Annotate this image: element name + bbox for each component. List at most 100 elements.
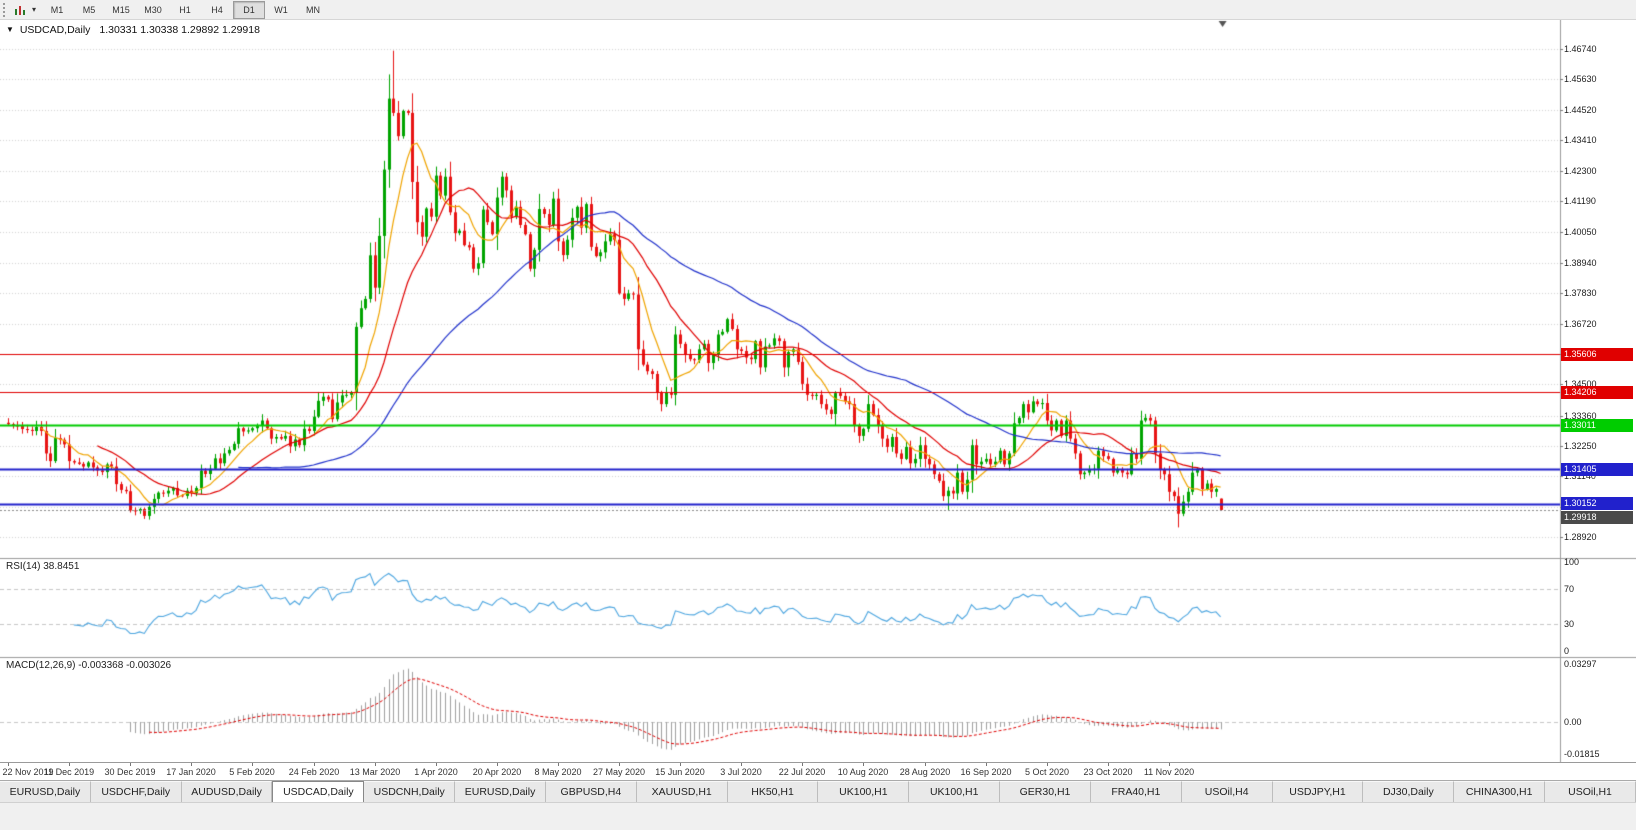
chart-tab-usdcnh-daily[interactable]: USDCNH,Daily <box>364 781 456 802</box>
price-axis-label: 1.31140 <box>1564 471 1596 482</box>
price-axis-label: 1.33360 <box>1564 410 1597 421</box>
timeframe-button-m1[interactable]: M1 <box>50 4 64 15</box>
timeframe-button-h4[interactable]: H4 <box>211 4 223 15</box>
date-tick <box>314 763 315 766</box>
date-tick <box>1169 763 1170 766</box>
timeframe-button-mn[interactable]: MN <box>306 4 320 15</box>
date-axis-label: 22 Jul 2020 <box>778 767 826 777</box>
chart-tab-fra40-h1[interactable]: FRA40,H1 <box>1090 781 1182 802</box>
date-axis-label: 15 Jun 2020 <box>655 767 705 777</box>
chart-area: ▼ USDCAD,Daily 1.30331 1.30338 1.29892 1… <box>0 20 1636 762</box>
macd-scale-label: 0.00 <box>1564 717 1582 728</box>
date-axis-label: 27 May 2020 <box>592 767 646 777</box>
timeframe-button-d1[interactable]: D1 <box>233 0 265 19</box>
chart-title: ▼ USDCAD,Daily 1.30331 1.30338 1.29892 1… <box>6 24 260 36</box>
chevron-down-icon[interactable]: ▾ <box>31 5 36 14</box>
price-axis-label: 1.32250 <box>1564 441 1597 452</box>
timeframe-button-m30[interactable]: M30 <box>144 4 162 15</box>
price-axis-label: 1.43410 <box>1564 135 1597 146</box>
current-price-badge: 1.29918 <box>1561 511 1633 525</box>
date-tick <box>619 763 620 766</box>
timeframe-button-m5[interactable]: M5 <box>82 4 96 15</box>
date-tick <box>497 763 498 766</box>
price-axis-label: 1.42300 <box>1564 165 1597 176</box>
date-axis-label: 10 Aug 2020 <box>837 767 889 777</box>
chart-marker-icon: ▼ <box>6 25 14 34</box>
level-price-badge: 1.30152 <box>1561 497 1633 511</box>
date-axis-label: 17 Jan 2020 <box>166 767 216 777</box>
date-tick <box>741 763 742 766</box>
level-price-badge: 1.31405 <box>1561 462 1633 476</box>
chart-tab-xauusd-h1[interactable]: XAUUSD,H1 <box>636 781 728 802</box>
chart-tab-china300-h1[interactable]: CHINA300,H1 <box>1454 781 1546 802</box>
date-tick <box>863 763 864 766</box>
chart-tab-uk100-h1[interactable]: UK100,H1 <box>818 781 910 802</box>
price-axis-label: 1.28920 <box>1564 532 1597 543</box>
chart-tab-eurusd-daily[interactable]: EURUSD,Daily <box>455 781 546 802</box>
date-axis-label: 28 Aug 2020 <box>899 767 951 777</box>
date-axis-label: 11 Nov 2020 <box>1143 767 1195 777</box>
price-chart-canvas[interactable] <box>0 20 1636 762</box>
chart-symbol: USDCAD,Daily <box>19 24 91 36</box>
date-tick <box>191 763 192 766</box>
date-axis-label: 5 Feb 2020 <box>229 767 275 777</box>
date-tick <box>558 763 559 766</box>
level-price-badge: 1.33011 <box>1561 418 1633 432</box>
chart-tab-usoil-h1[interactable]: USOil,H1 <box>1545 781 1636 802</box>
chart-tab-usdchf-daily[interactable]: USDCHF,Daily <box>90 781 182 802</box>
level-price-badge: 1.34206 <box>1561 385 1633 399</box>
date-tick <box>925 763 926 766</box>
macd-scale-label: 0.03297 <box>1564 659 1597 669</box>
chart-tab-usoil-h4[interactable]: USOil,H4 <box>1181 781 1273 802</box>
chart-tab-uk100-h1[interactable]: UK100,H1 <box>909 781 1001 802</box>
chart-tab-usdjpy-h1[interactable]: USDJPY,H1 <box>1272 781 1364 802</box>
chart-tab-ger30-h1[interactable]: GER30,H1 <box>1000 781 1091 802</box>
chart-tab-eurusd-daily[interactable]: EURUSD,Daily <box>0 781 91 802</box>
date-axis-label: 22 Nov 2019 <box>2 767 54 777</box>
timeframe-button-m15[interactable]: M15 <box>112 4 130 15</box>
date-tick <box>69 763 70 766</box>
date-axis-label: 13 Mar 2020 <box>349 767 401 777</box>
date-tick <box>130 763 131 766</box>
rsi-indicator-label: RSI(14) 38.8451 <box>6 561 80 572</box>
toolbar-grip <box>3 2 9 17</box>
price-axis-label: 1.36720 <box>1564 318 1597 329</box>
chart-tab-gbpusd-h4[interactable]: GBPUSD,H4 <box>545 781 637 802</box>
date-tick <box>375 763 376 766</box>
date-axis-label: 23 Oct 2020 <box>1083 767 1133 777</box>
chart-ohlc: 1.30331 1.30338 1.29892 1.29918 <box>99 24 260 36</box>
date-axis-label: 3 Jul 2020 <box>720 767 762 777</box>
price-axis-label: 1.38940 <box>1564 257 1597 268</box>
candlestick-chart-icon <box>14 4 26 16</box>
date-tick <box>8 763 9 766</box>
chart-tab-dj30-daily[interactable]: DJ30,Daily <box>1363 781 1455 802</box>
date-axis-label: 5 Oct 2020 <box>1024 767 1070 777</box>
price-axis-label: 1.34500 <box>1564 379 1597 390</box>
chart-tab-hk50-h1[interactable]: HK50,H1 <box>727 781 819 802</box>
date-axis-label: 20 Apr 2020 <box>472 767 522 777</box>
price-axis-label: 1.44520 <box>1564 104 1597 115</box>
date-axis-label: 1 Apr 2020 <box>414 767 458 777</box>
macd-scale-label: -0.01815 <box>1564 749 1600 759</box>
macd-indicator-label: MACD(12,26,9) -0.003368 -0.003026 <box>6 660 172 671</box>
date-tick <box>1108 763 1109 766</box>
date-tick <box>802 763 803 766</box>
timeframe-button-w1[interactable]: W1 <box>274 4 288 15</box>
status-strip <box>0 802 1636 830</box>
price-axis-label: 1.46740 <box>1564 44 1597 55</box>
rsi-scale-label: 70 <box>1564 583 1575 594</box>
date-axis-label: 24 Feb 2020 <box>288 767 340 777</box>
date-tick <box>436 763 437 766</box>
timeframe-button-h1[interactable]: H1 <box>179 4 191 15</box>
chart-tab-usdcad-daily[interactable]: USDCAD,Daily <box>272 781 365 802</box>
rsi-scale-label: 0 <box>1564 646 1570 656</box>
date-axis-label: 16 Sep 2020 <box>960 767 1012 777</box>
chart-tab-audusd-daily[interactable]: AUDUSD,Daily <box>181 781 273 802</box>
price-axis-label: 1.37830 <box>1564 288 1597 299</box>
price-axis-label: 1.45630 <box>1564 74 1597 85</box>
timeframe-buttons: M1 M5 M15 M30 H1 H4 D1 W1 MN <box>41 0 329 19</box>
chart-tab-bar: EURUSD,Daily USDCHF,Daily AUDUSD,Daily USDC… <box>0 780 1636 803</box>
date-axis-label: 8 May 2020 <box>534 767 582 777</box>
price-axis-label: 1.41190 <box>1564 196 1596 207</box>
